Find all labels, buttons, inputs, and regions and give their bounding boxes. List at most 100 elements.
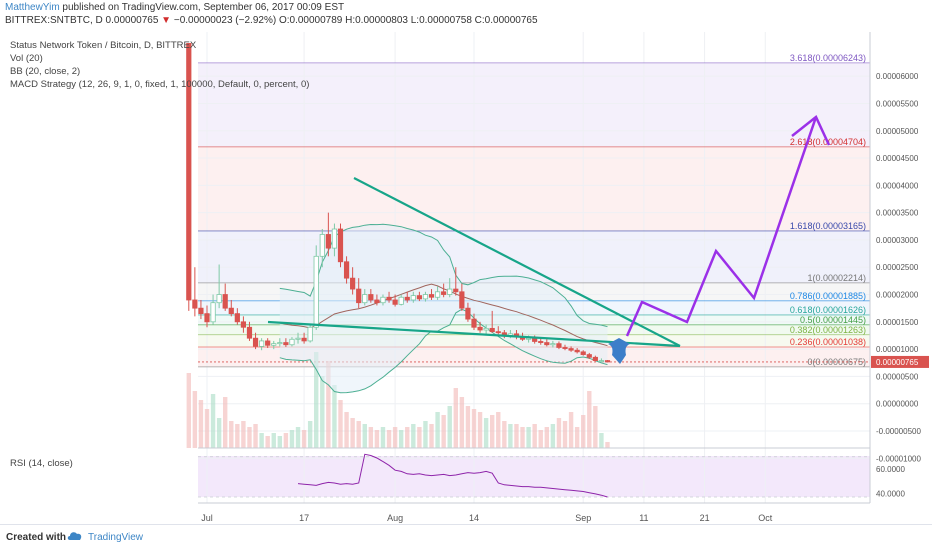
candle-body — [422, 294, 429, 300]
fib-level-label: 0.236(0.00001038) — [790, 337, 866, 347]
macd-legend[interactable]: MACD Strategy (12, 26, 9, 1, 0, fixed, 1… — [10, 79, 310, 90]
candle-body — [398, 296, 404, 305]
candle-body — [362, 294, 368, 304]
volume-bar — [398, 430, 404, 448]
time-tick-label: 21 — [700, 513, 710, 523]
bollinger-lower — [279, 308, 608, 394]
volume-bar — [417, 427, 422, 448]
current-price-label: 0.00000765 — [876, 358, 919, 367]
candle-body — [441, 291, 447, 295]
fib-zone — [198, 146, 870, 231]
price-tick-label: 0.00000000 — [876, 400, 919, 409]
volume-bar — [356, 421, 361, 448]
trendline-lower — [267, 320, 681, 348]
volume-bar — [301, 430, 307, 448]
volume-bar — [210, 394, 216, 448]
volume-bar — [526, 427, 531, 448]
candle-body — [192, 299, 198, 309]
candle-body — [380, 296, 386, 304]
volume-bar — [568, 412, 574, 448]
volume-bar — [314, 352, 319, 448]
volume-bar — [283, 433, 289, 448]
candle-body — [392, 299, 398, 305]
candle-body — [544, 342, 550, 346]
candle-body — [186, 43, 192, 301]
volume-bar — [550, 424, 556, 448]
volume-bar — [544, 427, 550, 448]
volume-legend[interactable]: Vol (20) — [10, 53, 43, 64]
rsi-legend[interactable]: RSI (14, close) — [10, 458, 73, 469]
tradingview-logo-icon — [67, 532, 82, 540]
candle-body — [465, 307, 471, 320]
volume-bar — [277, 436, 283, 448]
volume-bar — [405, 427, 410, 448]
candle-body — [356, 288, 362, 304]
trendline-upper — [353, 177, 681, 347]
volume-bar — [447, 406, 452, 448]
candle-body — [428, 294, 435, 298]
volume-bar — [483, 418, 489, 448]
volume-bar — [295, 427, 301, 448]
candle-body — [331, 228, 338, 249]
volume-bar — [307, 421, 313, 448]
candle-body — [598, 360, 605, 362]
fib-level-label: 1(0.00002214) — [807, 273, 866, 283]
candle-body — [283, 342, 289, 346]
candle-body — [556, 343, 562, 348]
publish-text: published on TradingView.com, September … — [59, 2, 345, 13]
volume-bar — [502, 421, 507, 448]
rsi-tick-label: 40.0000 — [876, 489, 905, 498]
tradingview-brand[interactable]: TradingView — [88, 532, 144, 543]
bollinger-legend[interactable]: BB (20, close, 2) — [10, 66, 81, 77]
candle-body — [586, 354, 592, 358]
volume-bar — [411, 424, 416, 448]
time-tick-label: Jul — [201, 513, 213, 523]
volume-bar — [496, 412, 501, 448]
candle-body — [325, 234, 331, 249]
candle-body — [447, 288, 453, 295]
volume-bar — [599, 433, 604, 448]
volume-bar — [593, 406, 598, 448]
volume-bar — [574, 427, 580, 448]
volume-bar — [229, 421, 234, 448]
volume-bar — [235, 424, 240, 448]
candle-body — [568, 348, 574, 351]
candle-body — [592, 356, 598, 361]
volume-bar — [320, 376, 325, 448]
candle-body — [265, 340, 271, 346]
volume-bar — [344, 412, 349, 448]
price-chart: 3.618(0.00006243)2.618(0.00004704)1.618(… — [186, 32, 929, 523]
volume-bar — [532, 424, 537, 448]
volume-bar — [259, 433, 264, 448]
time-tick-label: Oct — [758, 513, 773, 523]
volume-bar — [326, 361, 331, 448]
candle-body — [246, 326, 253, 339]
price-tick-label: 0.00002500 — [876, 263, 919, 272]
time-tick-label: 17 — [299, 513, 309, 523]
fib-zone — [198, 62, 870, 147]
volume-bar — [471, 409, 477, 448]
price-projection-path — [625, 116, 818, 337]
volume-bar — [338, 400, 343, 448]
candle-body — [337, 228, 344, 263]
candle-body — [289, 338, 295, 346]
fib-level-label: 0.786(0.00001885) — [790, 291, 866, 301]
volume-bar — [605, 442, 610, 448]
candle-body — [204, 313, 210, 323]
candle-body — [477, 326, 483, 331]
volume-bar — [489, 415, 495, 448]
footer-bar: Created with TradingView — [0, 524, 932, 550]
candle-body — [210, 302, 216, 323]
publish-line: MatthewYim published on TradingView.com,… — [5, 2, 344, 13]
candle-body — [374, 299, 380, 304]
change-arrow-icon: ▼ — [161, 15, 172, 26]
candle-body — [240, 321, 247, 328]
candle-body — [216, 294, 222, 304]
candle-body — [234, 313, 240, 323]
volume-bar — [508, 424, 513, 448]
candle-body — [550, 343, 556, 346]
candle-body — [604, 360, 611, 363]
author-name[interactable]: MatthewYim — [5, 2, 60, 13]
candle-body — [538, 341, 544, 343]
candle-body — [471, 318, 477, 328]
